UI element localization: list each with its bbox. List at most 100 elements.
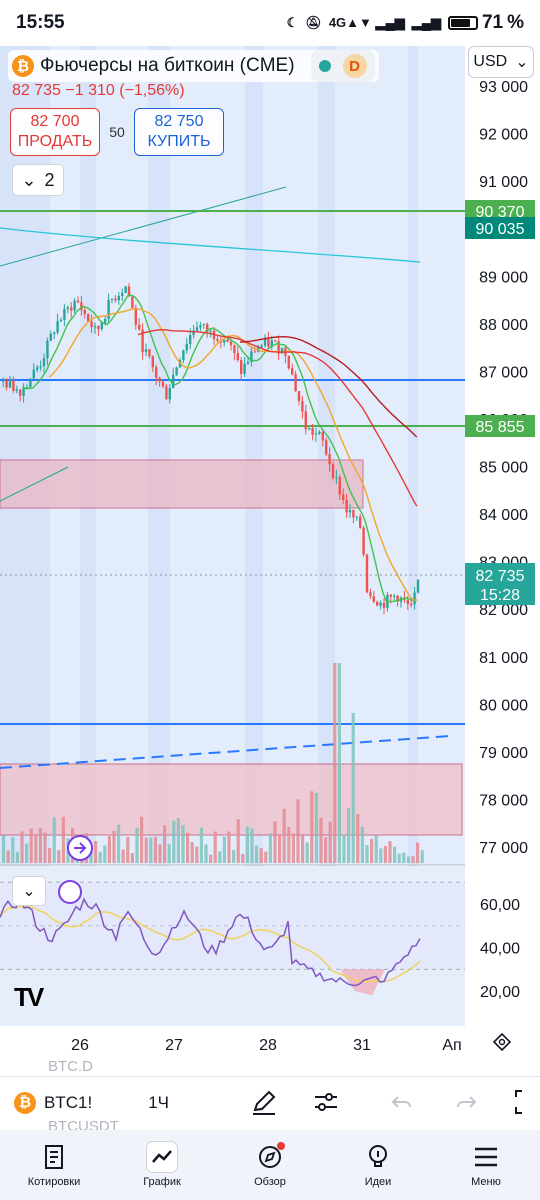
fullscreen-icon[interactable] bbox=[510, 1086, 540, 1118]
nav-ideas[interactable]: Идеи bbox=[324, 1130, 432, 1200]
last-price-tag-label: 82 735 bbox=[476, 568, 525, 585]
volume-bar bbox=[11, 837, 15, 863]
sell-button[interactable]: 82 700 ПРОДАТЬ bbox=[10, 108, 100, 156]
candle bbox=[226, 339, 229, 342]
candle bbox=[192, 330, 195, 336]
candle bbox=[158, 377, 161, 382]
volume-bar bbox=[393, 846, 397, 863]
trendline bbox=[0, 186, 287, 267]
candle bbox=[12, 380, 15, 391]
market-status-group[interactable]: D bbox=[310, 50, 375, 82]
candle bbox=[107, 299, 110, 319]
battery-indicator: 71% bbox=[447, 12, 524, 34]
trade-panel: 82 700 ПРОДАТЬ 50 82 750 КУПИТЬ bbox=[10, 108, 224, 156]
volume-bar bbox=[397, 853, 401, 863]
candle bbox=[359, 516, 362, 528]
price-axis-label: 77 000 bbox=[479, 840, 528, 857]
nav-watchlist[interactable]: Котировки bbox=[0, 1130, 108, 1200]
volume-bar bbox=[117, 824, 121, 863]
sell-price: 82 700 bbox=[30, 113, 80, 130]
buy-button[interactable]: 82 750 КУПИТЬ bbox=[134, 108, 224, 156]
volume-bar bbox=[158, 844, 162, 863]
draw-pen-icon[interactable] bbox=[248, 1086, 280, 1118]
candle bbox=[321, 431, 324, 441]
volume-bar bbox=[213, 831, 217, 863]
candle bbox=[104, 318, 107, 323]
volume-bar bbox=[172, 820, 176, 863]
nav-menu[interactable]: Меню bbox=[432, 1130, 540, 1200]
chart-icon bbox=[147, 1142, 177, 1172]
indicators-toggle[interactable]: ⌄ 2 bbox=[12, 164, 64, 196]
candle bbox=[131, 296, 134, 308]
time-axis-label: 27 bbox=[165, 1037, 183, 1054]
candle bbox=[97, 326, 100, 330]
candle bbox=[274, 340, 277, 342]
nav-chart[interactable]: График bbox=[108, 1130, 216, 1200]
symbol-header[interactable]: ₿ Фьючерсы на биткоин (CME) D bbox=[8, 50, 379, 82]
volume-bar bbox=[52, 817, 56, 863]
volume-bar bbox=[232, 849, 236, 863]
price-change-pct: (−1,56%) bbox=[119, 82, 185, 99]
candle bbox=[243, 363, 246, 374]
candle bbox=[352, 509, 355, 518]
volume-bar bbox=[402, 852, 406, 863]
undo-icon[interactable] bbox=[386, 1086, 418, 1118]
candle bbox=[46, 340, 49, 359]
symbol-title[interactable]: Фьючерсы на биткоин (CME) bbox=[40, 55, 295, 76]
redo-icon[interactable] bbox=[450, 1086, 482, 1118]
candle bbox=[206, 324, 209, 332]
chart-settings-icon-dot bbox=[498, 1038, 506, 1046]
delay-badge[interactable]: D bbox=[342, 54, 367, 78]
candle bbox=[202, 324, 205, 326]
candle bbox=[362, 527, 365, 555]
rsi-pane-toggle[interactable]: ⌄ bbox=[12, 876, 46, 906]
price-axis-label: 78 000 bbox=[479, 792, 528, 809]
volume-bar bbox=[319, 817, 323, 863]
settings-sliders-icon[interactable] bbox=[310, 1086, 342, 1118]
candle bbox=[185, 344, 188, 351]
candle bbox=[314, 433, 318, 435]
candle bbox=[318, 431, 321, 434]
volume-bar bbox=[218, 851, 222, 863]
currency-select[interactable]: USD ⌄ bbox=[468, 46, 534, 78]
volume-bar bbox=[328, 821, 332, 863]
candle bbox=[338, 477, 341, 495]
candle bbox=[219, 340, 222, 343]
candle bbox=[287, 355, 290, 369]
candle bbox=[410, 603, 413, 605]
volume-bar bbox=[121, 849, 125, 863]
candle bbox=[216, 339, 219, 341]
candle bbox=[63, 308, 66, 320]
candle bbox=[382, 602, 386, 608]
time-axis-background bbox=[0, 1026, 540, 1056]
price-tag-label: 85 855 bbox=[476, 419, 525, 436]
candle bbox=[110, 298, 114, 300]
candle bbox=[155, 367, 158, 378]
timeframe-selector[interactable]: 1Ч bbox=[148, 1092, 169, 1112]
nav-explore[interactable]: Обзор bbox=[216, 1130, 324, 1200]
status-time: 15:55 bbox=[16, 12, 65, 33]
volume-bar bbox=[301, 835, 305, 863]
candle bbox=[267, 338, 270, 347]
volume-bar bbox=[305, 842, 309, 863]
candle bbox=[148, 349, 151, 356]
volume-bar bbox=[107, 836, 111, 863]
volume-bar bbox=[153, 836, 157, 863]
candle bbox=[22, 387, 25, 396]
candle bbox=[229, 341, 233, 346]
candle bbox=[345, 500, 348, 513]
ghost-symbol-top: BTC.D bbox=[48, 1058, 93, 1075]
candle bbox=[301, 401, 304, 412]
symbol-selector[interactable]: ₿ BTC1! bbox=[14, 1091, 92, 1114]
volume-bar bbox=[259, 848, 263, 863]
price-axis-label: 82 000 bbox=[479, 602, 528, 619]
ema-green bbox=[22, 294, 417, 603]
price-tag bbox=[465, 415, 535, 437]
compass-icon bbox=[255, 1142, 285, 1172]
candle bbox=[277, 341, 280, 354]
candle bbox=[2, 380, 5, 382]
rsi-refresh-icon bbox=[58, 880, 82, 904]
price-axis-label: 79 000 bbox=[479, 745, 528, 762]
